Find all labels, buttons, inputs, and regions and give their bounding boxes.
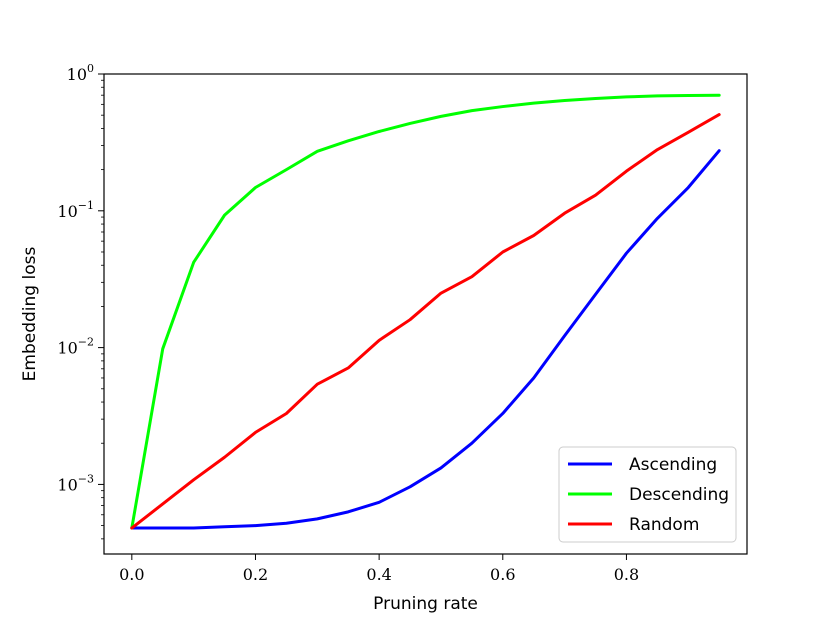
y-tick-label: 10−1	[57, 199, 94, 221]
y-tick-label: 10−3	[57, 472, 94, 494]
x-tick-label: 0.4	[366, 565, 391, 584]
x-axis-label: Pruning rate	[373, 594, 478, 614]
y-axis-ticks: 10−3 10−2 10−1 100	[57, 62, 104, 540]
y-tick-label: 10−2	[57, 336, 94, 358]
legend: Ascending Descending Random	[558, 446, 737, 543]
series-line-random	[130, 113, 721, 530]
legend-label-descending: Descending	[629, 485, 729, 505]
series-line-ascending	[130, 149, 721, 530]
legend-label-random: Random	[629, 515, 699, 535]
legend-label-ascending: Ascending	[629, 455, 717, 475]
x-tick-label: 0.6	[490, 565, 515, 584]
plot-lines	[130, 93, 721, 530]
legend-box	[558, 446, 737, 543]
plot-frame	[103, 73, 748, 555]
y-tick-label: 100	[67, 62, 94, 84]
x-tick-label: 0.8	[614, 565, 639, 584]
y-axis-label: Embedding loss	[20, 247, 40, 382]
series-line-descending	[130, 93, 721, 530]
x-axis-ticks: 0.0 0.2 0.4 0.6 0.8	[119, 554, 639, 584]
x-tick-label: 0.0	[119, 565, 144, 584]
x-tick-label: 0.2	[243, 565, 268, 584]
